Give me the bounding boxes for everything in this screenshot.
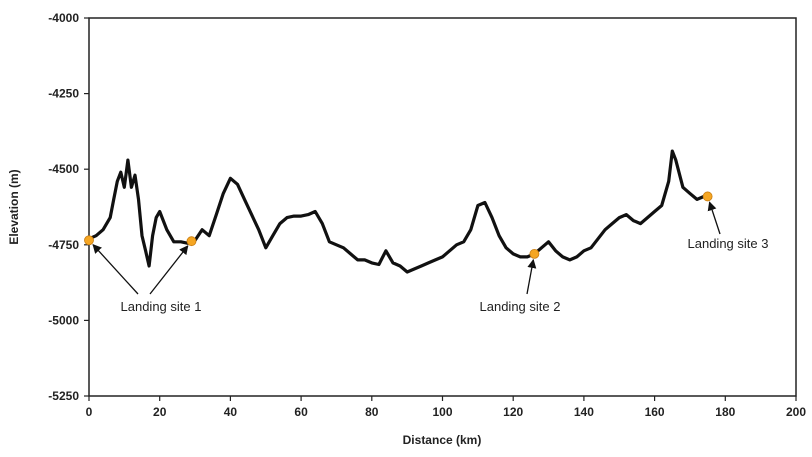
x-tick-label: 160 — [645, 405, 665, 419]
y-tick-label: -4000 — [48, 11, 79, 25]
y-axis: -4000 -4250 -4500 -4750 -5000 -5250 — [48, 11, 89, 403]
x-tick-label: 180 — [715, 405, 735, 419]
y-tick-label: -4250 — [48, 87, 79, 101]
annotation-arrow — [526, 258, 537, 295]
x-tick-label: 140 — [574, 405, 594, 419]
landing-site-marker — [186, 236, 197, 247]
landing-site-label: Landing site 1 — [121, 299, 202, 314]
x-tick-label: 80 — [365, 405, 379, 419]
x-tick-label: 200 — [786, 405, 806, 419]
x-tick-label: 120 — [503, 405, 523, 419]
annotation-arrow — [149, 245, 189, 295]
landing-site-marker — [529, 248, 540, 259]
y-tick-label: -4750 — [48, 238, 79, 252]
plot-area-frame — [88, 17, 797, 397]
x-tick-label: 40 — [224, 405, 238, 419]
y-tick-label: -5000 — [48, 313, 79, 327]
landing-site-marker — [702, 191, 713, 202]
annotation-arrow — [92, 244, 139, 295]
landing-site-label: Landing site 2 — [480, 299, 561, 314]
landing-site-annotations: Landing site 1 Landing site 2 Landing site… — [92, 201, 769, 314]
y-axis-title: Elevation (m) — [7, 169, 21, 244]
x-tick-label: 100 — [432, 405, 452, 419]
x-axis-title: Distance (km) — [403, 433, 482, 447]
x-tick-label: 60 — [294, 405, 308, 419]
x-axis: 0 20 40 60 80 100 120 140 160 180 200 — [86, 396, 806, 419]
landing-site-label: Landing site 3 — [688, 236, 769, 251]
landing-site-markers — [84, 191, 713, 259]
x-tick-label: 0 — [86, 405, 93, 419]
landing-site-marker — [84, 235, 94, 246]
elevation-profile-line — [87, 149, 710, 274]
annotation-arrow — [707, 201, 721, 235]
y-tick-label: -4500 — [48, 162, 79, 176]
x-tick-label: 20 — [153, 405, 167, 419]
y-tick-label: -5250 — [48, 389, 79, 403]
